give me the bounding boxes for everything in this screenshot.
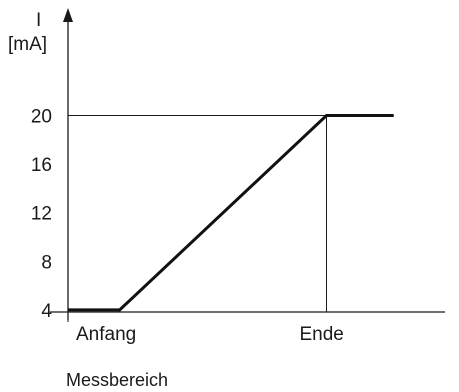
x-marker-label-anfang: Anfang [76,324,136,345]
series-line-0 [68,114,394,312]
x-marker-labels: Anfang Ende [76,324,344,345]
y-axis-arrow [63,8,73,22]
y-tick-label-4: 4 [41,301,52,322]
series-layer [68,114,394,312]
y-tick-labels: 4 8 12 16 20 [31,107,53,322]
reference-lines [67,115,327,322]
y-axis-title-unit: [mA] [8,34,47,55]
y-tick-label-16: 16 [31,155,52,176]
x-marker-label-ende: Ende [300,324,344,345]
x-axis-title: Messbereich [66,370,168,390]
y-tick-label-20: 20 [31,107,52,128]
y-tick-label-8: 8 [41,252,52,273]
y-tick-label-12: 12 [31,204,52,225]
y-axis-title-symbol: I [36,10,41,31]
